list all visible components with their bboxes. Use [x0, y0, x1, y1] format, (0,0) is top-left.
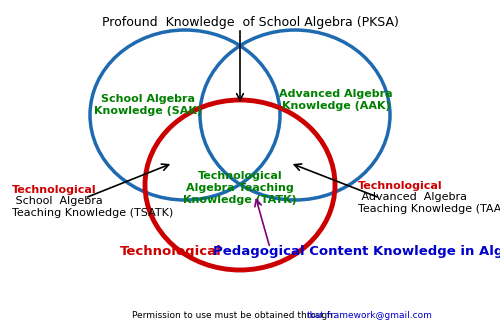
Text: Pedagogical Content Knowledge in Algebra (TPCKA): Pedagogical Content Knowledge in Algebra…	[213, 244, 500, 257]
Text: Technological: Technological	[120, 244, 222, 257]
Text: tkat.framework@gmail.com: tkat.framework@gmail.com	[307, 312, 433, 320]
Text: Technological: Technological	[12, 185, 96, 195]
Text: School Algebra
Knowledge (SAK): School Algebra Knowledge (SAK)	[94, 94, 202, 116]
Text: Permission to use must be obtained through:: Permission to use must be obtained throu…	[132, 312, 339, 320]
Text: Advanced Algebra
Knowledge (AAK): Advanced Algebra Knowledge (AAK)	[279, 89, 393, 111]
Text: Technological: Technological	[358, 181, 442, 191]
Text: School  Algebra
Teaching Knowledge (TSATK): School Algebra Teaching Knowledge (TSATK…	[12, 196, 173, 217]
Text: Technological
Algebra Teaching
Knowledge (TATK): Technological Algebra Teaching Knowledge…	[183, 172, 297, 205]
Text: Advanced  Algebra
Teaching Knowledge (TAATK): Advanced Algebra Teaching Knowledge (TAA…	[358, 192, 500, 214]
Text: Profound  Knowledge  of School Algebra (PKSA): Profound Knowledge of School Algebra (PK…	[102, 16, 399, 29]
